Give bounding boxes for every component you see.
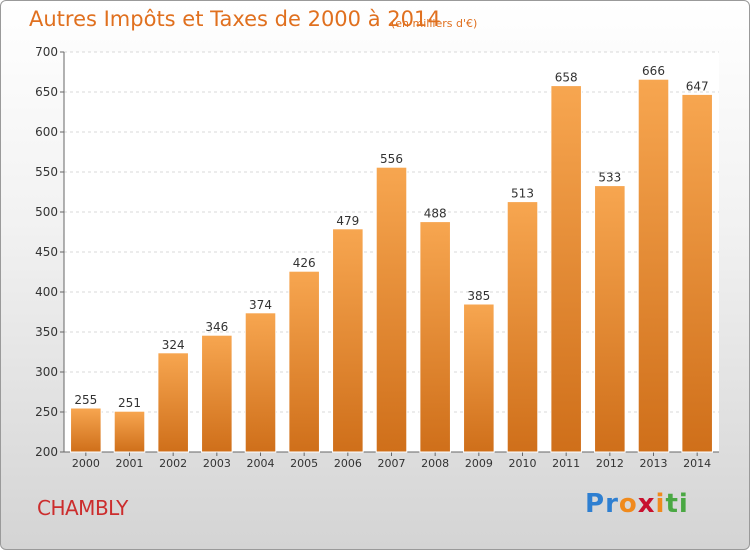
x-tick-label-2013: 2013 xyxy=(640,457,668,470)
logo-letter: i xyxy=(678,489,689,519)
logo-letter: x xyxy=(637,489,656,519)
data-label-2004: 374 xyxy=(249,298,272,312)
data-label-2001: 251 xyxy=(118,396,141,410)
y-tick-label: 500 xyxy=(35,205,58,219)
bar-2004 xyxy=(244,312,277,453)
data-label-2007: 556 xyxy=(380,152,403,166)
proxiti-logo: Proxiti xyxy=(585,489,689,519)
data-label-2014: 647 xyxy=(686,79,709,93)
commune-name: CHAMBLY xyxy=(37,496,128,520)
y-tick-label: 700 xyxy=(35,45,58,59)
data-label-2005: 426 xyxy=(293,256,316,270)
bar-2006 xyxy=(332,228,364,453)
x-tick-label-2008: 2008 xyxy=(421,457,449,470)
y-tick-label: 450 xyxy=(35,245,58,259)
bar-2001 xyxy=(113,410,146,453)
bar-2012 xyxy=(594,185,626,453)
y-tick-label: 250 xyxy=(35,405,58,419)
data-label-2012: 533 xyxy=(598,171,621,185)
bar-2013 xyxy=(637,78,670,453)
x-tick-label-2003: 2003 xyxy=(203,457,231,470)
x-tick-label-2004: 2004 xyxy=(247,457,275,470)
data-label-2003: 346 xyxy=(205,320,228,334)
data-label-2011: 658 xyxy=(555,71,578,85)
bar-2002 xyxy=(157,352,189,453)
data-label-2002: 324 xyxy=(162,338,185,352)
logo-letter: P xyxy=(585,489,606,519)
x-tick-label-2011: 2011 xyxy=(552,457,580,470)
x-tick-label-2014: 2014 xyxy=(683,457,711,470)
data-label-2006: 479 xyxy=(336,214,359,228)
bar-2014 xyxy=(681,93,713,453)
logo-letter: r xyxy=(605,489,619,519)
y-tick-label: 550 xyxy=(35,165,58,179)
logo-letter: i xyxy=(655,489,666,519)
x-tick-label-2009: 2009 xyxy=(465,457,493,470)
bar-2009 xyxy=(463,303,495,453)
x-tick-label-2006: 2006 xyxy=(334,457,362,470)
x-tick-label-2010: 2010 xyxy=(509,457,537,470)
y-tick-label: 600 xyxy=(35,125,58,139)
x-tick-label-2012: 2012 xyxy=(596,457,624,470)
x-tick-label-2005: 2005 xyxy=(290,457,318,470)
logo-letter: t xyxy=(665,489,679,519)
y-tick-label: 300 xyxy=(35,365,58,379)
y-tick-label: 200 xyxy=(35,445,58,459)
chart-title: Autres Impôts et Taxes de 2000 à 2014 xyxy=(29,7,441,31)
data-label-2000: 255 xyxy=(74,393,97,407)
y-tick-label: 650 xyxy=(35,85,58,99)
y-tick-label: 400 xyxy=(35,285,58,299)
x-tick-label-2007: 2007 xyxy=(378,457,406,470)
x-tick-label-2000: 2000 xyxy=(72,457,100,470)
x-tick-label-2002: 2002 xyxy=(159,457,187,470)
y-tick-label: 350 xyxy=(35,325,58,339)
bar-2010 xyxy=(506,201,539,453)
x-tick-label-2001: 2001 xyxy=(116,457,144,470)
logo-letter: o xyxy=(618,489,638,519)
data-label-2008: 488 xyxy=(424,207,447,221)
data-label-2013: 666 xyxy=(642,64,665,78)
bar-2007 xyxy=(375,166,408,453)
bar-2005 xyxy=(288,270,320,453)
bar-2000 xyxy=(70,407,102,453)
chart-subtitle: (en milliers d'€) xyxy=(391,17,478,30)
bar-2008 xyxy=(419,221,451,453)
bar-2011 xyxy=(550,85,582,453)
data-label-2009: 385 xyxy=(467,289,490,303)
bar-chart: 200 250 300 350 400 450 500 550 600 650 700 2000 200… xyxy=(35,45,719,470)
data-label-2010: 513 xyxy=(511,187,534,201)
bar-2003 xyxy=(201,334,233,453)
